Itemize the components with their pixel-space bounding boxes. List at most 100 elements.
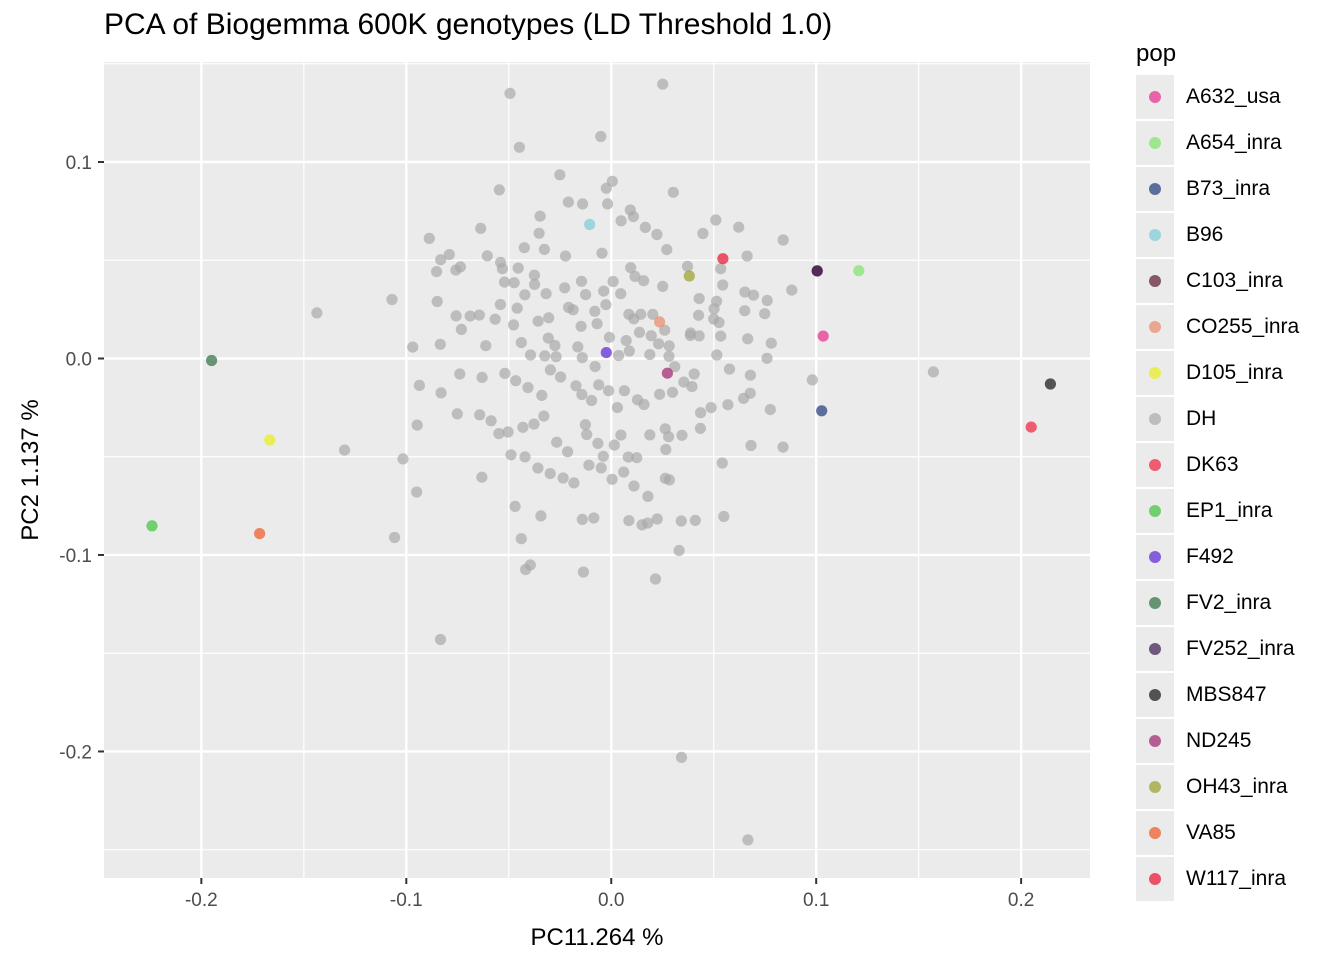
data-point-dh <box>618 385 631 397</box>
data-point-dh <box>615 288 627 300</box>
data-point-dh <box>722 399 734 411</box>
data-point-dh <box>473 309 485 321</box>
data-point-dh <box>455 323 467 335</box>
y-tick-label: -0.2 <box>59 742 92 763</box>
data-point-dh <box>625 262 637 274</box>
legend-label: B73_inra <box>1186 177 1271 200</box>
legend-swatch <box>1149 183 1161 195</box>
data-point-dh <box>450 264 462 276</box>
data-point-dh <box>645 330 657 342</box>
legend-label: ND245 <box>1186 729 1252 752</box>
data-point-dh <box>502 426 514 438</box>
x-tick-label: 0.1 <box>803 890 829 911</box>
legend-label: W117_inra <box>1186 867 1286 890</box>
legend-swatch <box>1149 551 1161 563</box>
data-point-dh <box>499 367 511 379</box>
legend-swatch <box>1149 321 1161 333</box>
y-tick-label: 0.0 <box>66 349 92 370</box>
legend-label: A654_inra <box>1186 131 1282 154</box>
legend-label: DH <box>1186 407 1217 430</box>
data-point-a654-inra <box>853 265 865 277</box>
data-point-dh <box>638 275 650 287</box>
data-point-dh <box>627 211 640 223</box>
legend-item: FV252_inra <box>1136 626 1336 672</box>
data-point-dh <box>765 337 777 349</box>
legend-swatch <box>1149 505 1161 517</box>
data-point-dh <box>657 78 669 90</box>
data-point-dh <box>576 352 588 364</box>
data-point-dh <box>575 320 587 332</box>
data-point-dh <box>589 305 601 317</box>
legend-key <box>1136 443 1174 487</box>
data-point-dh <box>559 250 572 262</box>
x-tick-label: 0.2 <box>1008 890 1034 911</box>
data-point-dh <box>522 382 534 394</box>
data-point-dh <box>496 263 508 275</box>
data-point-dh <box>708 303 720 315</box>
data-point-dh <box>659 324 671 336</box>
data-point-dh <box>389 531 401 544</box>
legend-key <box>1136 765 1174 809</box>
data-point-fv252-inra <box>811 265 823 277</box>
data-point-dh <box>435 387 447 399</box>
legend-item: FV2_inra <box>1136 580 1336 626</box>
data-point-dh <box>450 310 462 322</box>
data-point-dh <box>481 250 493 262</box>
data-point-dh <box>715 330 727 342</box>
legend-key <box>1136 121 1174 165</box>
data-point-dh <box>647 308 659 320</box>
data-point-dh <box>676 429 688 441</box>
legend-swatch <box>1149 459 1161 471</box>
chart-title: PCA of Biogemma 600K genotypes (LD Thres… <box>104 8 833 41</box>
data-point-dh <box>622 451 634 463</box>
data-point-dh <box>806 374 818 386</box>
data-point-dh <box>311 307 323 319</box>
legend-key <box>1136 581 1174 625</box>
data-point-dh <box>577 198 589 210</box>
data-point-dh <box>777 234 789 246</box>
data-point-dh <box>786 284 798 296</box>
data-point-fv2-inra <box>206 354 218 367</box>
legend-item: DK63 <box>1136 442 1336 488</box>
data-point-dh <box>507 319 520 331</box>
legend-swatch <box>1149 689 1161 701</box>
data-point-dh <box>534 210 546 222</box>
data-point-dh <box>489 313 501 325</box>
legend-item: A654_inra <box>1136 120 1336 166</box>
data-point-dh <box>697 227 709 240</box>
data-point-dh <box>693 293 705 305</box>
data-point-dh <box>538 410 550 422</box>
data-point-dh <box>520 563 532 576</box>
legend-label: MBS847 <box>1186 683 1267 706</box>
data-point-dh <box>642 517 654 529</box>
data-point-dh <box>635 308 647 320</box>
data-point-dh <box>493 428 505 440</box>
legend-key <box>1136 811 1174 855</box>
data-point-dh <box>733 221 745 233</box>
data-point-dh <box>562 446 574 458</box>
x-tick-label: -0.1 <box>390 890 423 911</box>
data-point-dh <box>550 351 562 363</box>
legend-item: D105_inra <box>1136 350 1336 396</box>
data-point-oh43-inra <box>683 270 695 282</box>
legend-item: EP1_inra <box>1136 488 1336 534</box>
data-point-ep1-inra <box>146 520 158 532</box>
y-tick-label: 0.1 <box>66 153 92 174</box>
legend-swatch <box>1149 137 1161 149</box>
legend-key <box>1136 305 1174 349</box>
legend-item: DH <box>1136 396 1336 442</box>
data-point-dh <box>611 402 624 414</box>
data-point-dh <box>476 371 488 383</box>
data-point-dh <box>638 398 650 411</box>
data-point-dh <box>494 298 506 311</box>
legend-label: D105_inra <box>1186 361 1283 384</box>
legend-item: B96 <box>1136 212 1336 258</box>
x-tick-label: 0.0 <box>598 890 624 911</box>
legend-label: CO255_inra <box>1186 315 1300 338</box>
data-point-dh <box>532 462 544 474</box>
data-point-dh <box>480 340 492 352</box>
data-point-dh <box>519 451 531 463</box>
grid-lines <box>104 62 1090 878</box>
data-point-dh <box>715 263 727 275</box>
